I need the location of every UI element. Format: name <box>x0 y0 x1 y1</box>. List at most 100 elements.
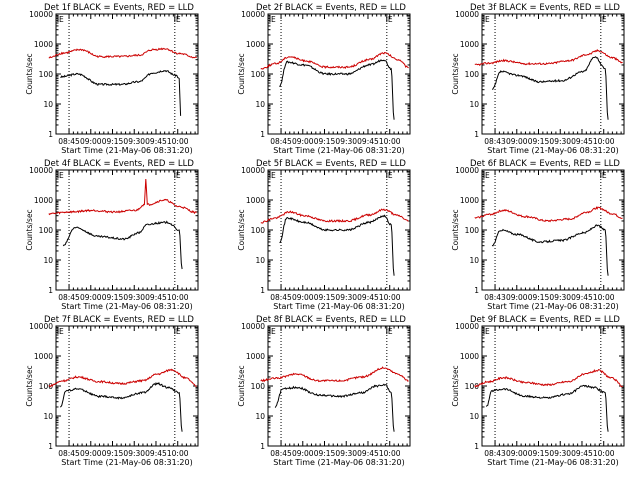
y-tick-label: 10 <box>469 412 479 421</box>
series-lld-line <box>260 208 409 224</box>
x-tick-label: 09:15 <box>314 449 336 458</box>
y-axis-label: Counts/sec <box>237 365 246 406</box>
series-events-line <box>59 381 183 432</box>
y-axis-label: Counts/sec <box>451 209 460 250</box>
flag-label: E <box>59 171 64 180</box>
y-tick-label: 10 <box>43 100 53 109</box>
y-tick-label: 10 <box>43 256 53 265</box>
flag-label: E <box>271 15 276 24</box>
y-axis-label: Counts/sec <box>25 365 34 406</box>
x-tick-label: 09:00 <box>292 449 314 458</box>
flag-label: E <box>271 327 276 336</box>
y-axis-label: Counts/sec <box>25 53 34 94</box>
x-tick-label: 09:45 <box>571 137 593 146</box>
y-tick-label: 100 <box>39 226 54 235</box>
x-axis-label: Start Time (21-May-06 08:31:20) <box>487 458 618 467</box>
y-tick-label: 10 <box>43 412 53 421</box>
x-tick-label: 08:45 <box>270 137 292 146</box>
x-tick-label: 09:00 <box>506 449 528 458</box>
x-tick-label: 10:00 <box>167 137 189 146</box>
flag-label: E <box>602 327 607 336</box>
series-events-line <box>274 383 395 432</box>
panel-4: Det 4f BLACK = Events, RED = LLD 1 10 100 10… <box>25 159 199 311</box>
y-tick-label: 10 <box>255 256 265 265</box>
y-tick-label: 10 <box>255 412 265 421</box>
x-tick-label: 09:30 <box>123 137 145 146</box>
y-tick-label: 100 <box>251 226 266 235</box>
panel-1: Det 1f BLACK = Events, RED = LLD 1 10 100 10… <box>25 3 199 155</box>
panel-title: Det 4f BLACK = Events, RED = LLD <box>44 159 194 169</box>
y-tick-label: 10000 <box>455 10 479 19</box>
y-tick-label: 1 <box>48 442 53 451</box>
y-tick-label: 10000 <box>455 166 479 175</box>
series-events-line <box>485 384 609 432</box>
x-tick-label: 09:45 <box>571 293 593 302</box>
series-lld-line <box>48 47 197 59</box>
y-axis-label: Counts/sec <box>451 365 460 406</box>
series-events-line <box>279 214 395 276</box>
x-tick-label: 08:43 <box>484 137 506 146</box>
y-tick-label: 10000 <box>455 322 479 331</box>
y-tick-label: 1000 <box>34 352 53 361</box>
x-tick-label: 09:30 <box>123 293 145 302</box>
plot-frame <box>55 325 199 447</box>
y-tick-label: 1000 <box>246 40 265 49</box>
x-axis-label: Start Time (21-May-06 08:31:20) <box>61 302 192 311</box>
x-tick-label: 09:30 <box>549 293 571 302</box>
series-events-line <box>491 224 609 276</box>
flag-label: E <box>176 15 181 24</box>
x-tick-label: 09:00 <box>292 293 314 302</box>
plot-frame <box>267 325 411 447</box>
x-tick-label: 09:00 <box>506 137 528 146</box>
series-events-line <box>491 56 609 120</box>
y-tick-label: 1000 <box>246 352 265 361</box>
x-axis-label: Start Time (21-May-06 08:31:20) <box>61 146 192 155</box>
x-tick-label: 09:45 <box>357 293 379 302</box>
flag-label: E <box>59 15 64 24</box>
panel-7: Det 7f BLACK = Events, RED = LLD 1 10 100 10… <box>25 315 199 467</box>
flag-label: E <box>388 171 393 180</box>
x-axis-label: Start Time (21-May-06 08:31:20) <box>487 146 618 155</box>
x-tick-label: 08:43 <box>484 293 506 302</box>
x-tick-label: 09:15 <box>314 137 336 146</box>
panel-2: Det 2f BLACK = Events, RED = LLD 1 10 100 10… <box>237 3 411 155</box>
panel-title: Det 5f BLACK = Events, RED = LLD <box>256 159 406 169</box>
series-lld-line <box>260 366 409 383</box>
y-axis-label: Counts/sec <box>237 209 246 250</box>
flag-label: E <box>388 15 393 24</box>
panel-6: Det 6f BLACK = Events, RED = LLD 1 10 100 10… <box>451 159 625 311</box>
y-axis-label: Counts/sec <box>237 53 246 94</box>
y-tick-label: 100 <box>39 70 54 79</box>
y-tick-label: 100 <box>251 70 266 79</box>
y-axis-label: Counts/sec <box>25 209 34 250</box>
flag-label: E <box>176 171 181 180</box>
panel-title: Det 7f BLACK = Events, RED = LLD <box>44 315 194 325</box>
panel-5: Det 5f BLACK = Events, RED = LLD 1 10 100 10… <box>237 159 411 311</box>
flag-label: E <box>602 15 607 24</box>
y-tick-label: 1000 <box>460 352 479 361</box>
x-tick-label: 09:45 <box>145 449 167 458</box>
y-tick-label: 100 <box>39 382 54 391</box>
flag-label: E <box>602 171 607 180</box>
series-events-line <box>279 59 395 120</box>
x-tick-label: 10:00 <box>593 449 615 458</box>
series-lld-line <box>48 368 197 388</box>
x-tick-label: 08:45 <box>270 293 292 302</box>
x-tick-label: 10:00 <box>593 293 615 302</box>
series-lld-line <box>474 206 623 223</box>
x-tick-label: 08:45 <box>58 293 80 302</box>
y-tick-label: 1 <box>260 286 265 295</box>
y-axis-label: Counts/sec <box>451 53 460 94</box>
y-tick-label: 10000 <box>241 166 265 175</box>
flag-label: E <box>485 15 490 24</box>
x-tick-label: 09:15 <box>528 137 550 146</box>
x-tick-label: 10:00 <box>379 137 401 146</box>
y-tick-label: 1 <box>260 130 265 139</box>
y-tick-label: 1000 <box>460 40 479 49</box>
y-tick-label: 1 <box>48 286 53 295</box>
y-tick-label: 10 <box>469 256 479 265</box>
x-tick-label: 09:45 <box>145 137 167 146</box>
plot-frame <box>481 325 625 447</box>
y-tick-label: 100 <box>465 226 480 235</box>
y-tick-label: 10 <box>469 100 479 109</box>
